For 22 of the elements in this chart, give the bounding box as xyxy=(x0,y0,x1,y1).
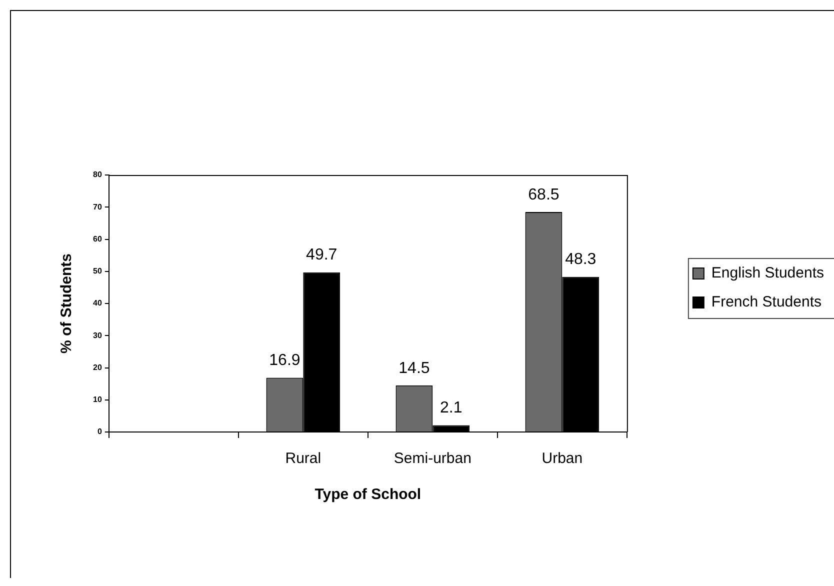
x-tick-label: Urban xyxy=(542,450,583,468)
legend-label: French Students xyxy=(711,294,822,311)
x-axis-title: Type of School xyxy=(314,486,422,504)
y-tick-label: 80 xyxy=(92,170,102,180)
legend-label: English Students xyxy=(711,264,824,282)
data-label: 2.1 xyxy=(440,400,462,417)
y-tick-label: 70 xyxy=(92,202,102,212)
y-tick-label: 30 xyxy=(92,330,102,340)
data-label: 68.5 xyxy=(528,186,560,204)
y-tick-label: 60 xyxy=(92,234,102,244)
y-axis-title: % of Students xyxy=(58,254,76,354)
y-tick-label: 0 xyxy=(97,427,102,436)
x-tick-label: Rural xyxy=(285,450,322,468)
data-label: 16.9 xyxy=(269,352,300,370)
y-tick-label: 10 xyxy=(92,395,102,404)
data-label: 49.7 xyxy=(306,246,338,264)
y-tick-label: 20 xyxy=(92,362,102,372)
y-tick-label: 50 xyxy=(92,266,102,276)
x-tick-label: Semi-urban xyxy=(394,450,472,468)
data-label: 14.5 xyxy=(398,360,430,377)
data-label: 48.3 xyxy=(565,251,596,268)
y-tick-label: 40 xyxy=(92,298,102,308)
